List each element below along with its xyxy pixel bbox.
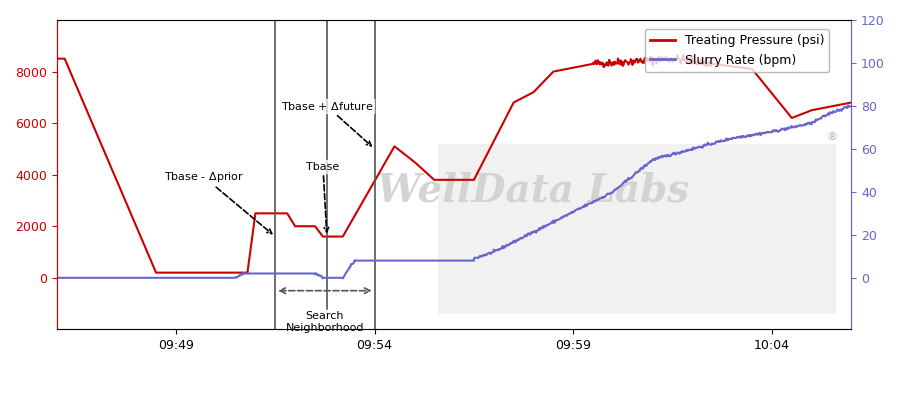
- Treating Pressure (psi): [150, 270, 161, 275]
- Text: WellData Labs: WellData Labs: [377, 171, 689, 209]
- Text: Tbase: Tbase: [306, 162, 339, 232]
- Slurry Rate (bpm): [443, 258, 454, 263]
- Slurry Rate (bpm): [338, 276, 348, 281]
- Text: Search
Neighborhood: Search Neighborhood: [285, 311, 364, 333]
- Treating Pressure (psi): [418, 167, 428, 172]
- Slurry Rate (bpm): [846, 103, 857, 108]
- Treating Pressure (psi): [846, 100, 857, 105]
- Treating Pressure (psi): [678, 53, 688, 57]
- Slurry Rate (bpm): [445, 258, 455, 263]
- Slurry Rate (bpm): [489, 249, 500, 254]
- FancyBboxPatch shape: [438, 144, 835, 314]
- Slurry Rate (bpm): [51, 275, 62, 280]
- Slurry Rate (bpm): [829, 109, 840, 114]
- Line: Slurry Rate (bpm): Slurry Rate (bpm): [57, 105, 851, 279]
- Treating Pressure (psi): [239, 270, 250, 275]
- Text: Tbase + $\Delta$future: Tbase + $\Delta$future: [281, 100, 374, 146]
- Line: Treating Pressure (psi): Treating Pressure (psi): [57, 55, 851, 273]
- Treating Pressure (psi): [138, 240, 148, 245]
- Text: ®: ®: [826, 132, 837, 142]
- Treating Pressure (psi): [51, 56, 62, 61]
- Slurry Rate (bpm): [186, 275, 197, 280]
- Slurry Rate (bpm): [544, 222, 554, 227]
- Treating Pressure (psi): [134, 232, 145, 237]
- Text: Tbase - $\Delta$prior: Tbase - $\Delta$prior: [164, 170, 272, 233]
- Legend: Treating Pressure (psi), Slurry Rate (bpm): Treating Pressure (psi), Slurry Rate (bp…: [644, 30, 829, 71]
- Slurry Rate (bpm): [842, 103, 853, 108]
- Treating Pressure (psi): [802, 109, 813, 114]
- Treating Pressure (psi): [449, 178, 460, 182]
